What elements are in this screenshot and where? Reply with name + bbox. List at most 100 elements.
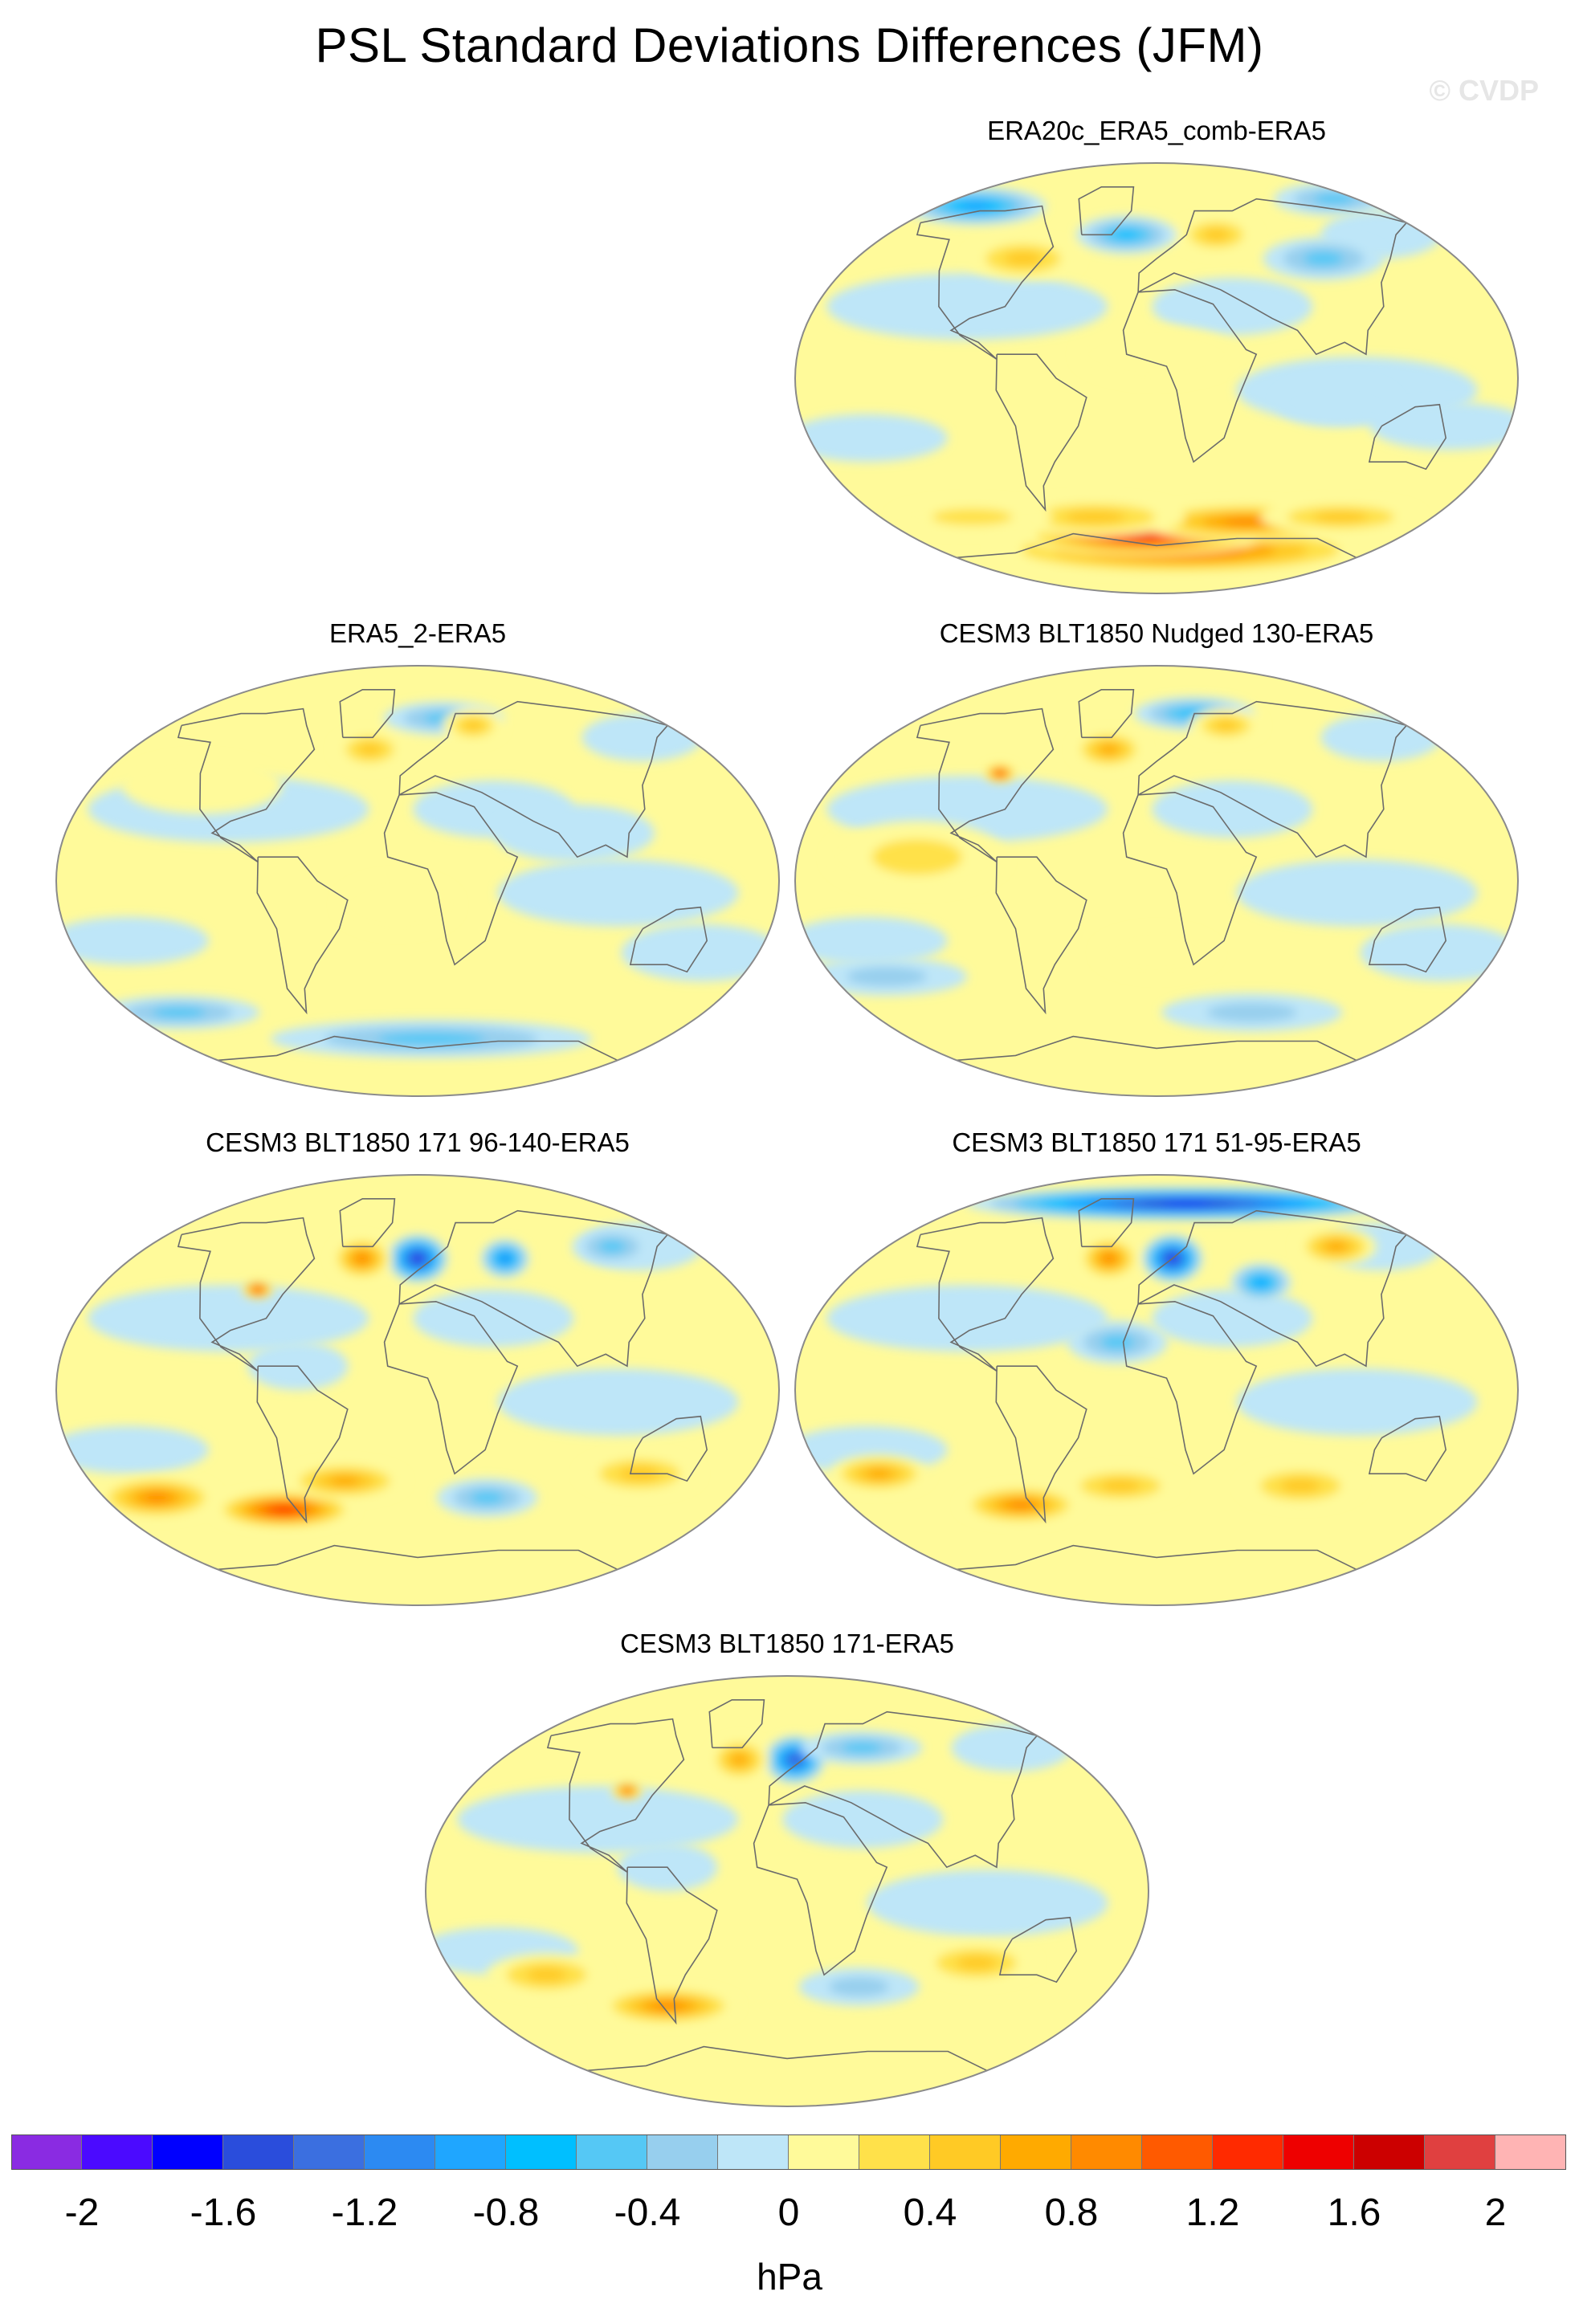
coastline xyxy=(1137,1209,1408,1368)
anomaly-contour xyxy=(624,1788,630,1792)
anomaly-contour xyxy=(356,1254,369,1263)
anomaly-contour xyxy=(1100,1335,1135,1350)
coastline xyxy=(995,353,1087,512)
map-171-51-95 xyxy=(794,1174,1519,1606)
coastline xyxy=(587,2045,988,2072)
colorbar-tick-label: -1.2 xyxy=(331,2191,398,2234)
anomaly-contour xyxy=(121,756,283,814)
colorbar-tick-label: 0 xyxy=(777,2191,800,2234)
coastline xyxy=(256,1365,349,1524)
colorbar-swatch xyxy=(223,2134,294,2170)
colorbar-units: hPa xyxy=(757,2256,822,2297)
anomaly-contour xyxy=(329,1476,361,1486)
colorbar-tick-label: 0.4 xyxy=(903,2191,957,2234)
anomaly-contour xyxy=(791,1756,799,1763)
map-band xyxy=(1152,780,1313,838)
anomaly-contour xyxy=(842,1742,883,1754)
anomaly-contour xyxy=(829,1977,890,1997)
map-band xyxy=(56,916,209,965)
coastline xyxy=(626,1866,718,2025)
colorbar-tick-label: 2 xyxy=(1484,2191,1507,2234)
panel-171: CESM3 BLT1850 171-ERA5 xyxy=(418,1629,1157,2126)
colorbar-swatch xyxy=(153,2134,223,2170)
map-171-96-140 xyxy=(55,1174,780,1606)
coastline xyxy=(546,1718,685,1873)
anomaly-contour xyxy=(1065,510,1126,524)
coastline xyxy=(1137,700,1408,858)
map-border xyxy=(425,1675,1149,2107)
colorbar-tick-label: -2 xyxy=(64,2191,100,2234)
coastline xyxy=(218,1544,618,1571)
coastline xyxy=(1122,1300,1258,1475)
anomaly-contour xyxy=(493,804,655,862)
map-band xyxy=(826,1284,1108,1352)
panel-title: CESM3 BLT1850 Nudged 130-ERA5 xyxy=(939,618,1374,648)
colorbar-swatch xyxy=(859,2134,930,2170)
coastline xyxy=(629,1415,708,1482)
anomaly-contour xyxy=(732,1754,748,1765)
anomaly-contour xyxy=(1326,1242,1347,1252)
coastline xyxy=(339,689,396,739)
coastline xyxy=(383,791,519,966)
colorbar-swatch xyxy=(577,2134,647,2170)
figure-title: PSL Standard Deviations Differences (JFM… xyxy=(315,18,1264,72)
anomaly-contour xyxy=(1100,744,1118,755)
map-band xyxy=(782,1790,944,1849)
coastline xyxy=(957,1544,1357,1571)
anomaly-contour xyxy=(414,1255,422,1262)
map-band xyxy=(1320,713,1442,762)
coastline xyxy=(1368,906,1447,973)
colorbar-swatch xyxy=(1071,2134,1142,2170)
colorbar-swatch xyxy=(1495,2134,1566,2170)
panel-nudged-130: CESM3 BLT1850 Nudged 130-ERA5 xyxy=(787,618,1526,1116)
panel-era20c-era5-comb: ERA20c_ERA5_comb-ERA5 xyxy=(787,116,1526,614)
coastline xyxy=(995,1365,1087,1524)
anomaly-contour xyxy=(961,202,990,210)
colorbar-swatch xyxy=(789,2134,859,2170)
map-border xyxy=(794,162,1519,594)
anomaly-contour xyxy=(470,1491,504,1504)
coastline xyxy=(339,1198,396,1248)
anomaly-contour xyxy=(145,1493,169,1502)
colorbar-swatch xyxy=(1142,2134,1213,2170)
anomaly-contour xyxy=(1303,251,1344,267)
coastline xyxy=(256,856,349,1015)
anomaly-contour xyxy=(598,1240,626,1254)
coastline xyxy=(398,700,669,858)
anomaly-contour xyxy=(621,923,779,982)
anomaly-contour xyxy=(866,1469,892,1479)
anomaly-contour xyxy=(1255,1278,1267,1286)
panel-title: CESM3 BLT1850 171 51-95-ERA5 xyxy=(952,1127,1361,1157)
colorbar-tick-label: 0.8 xyxy=(1044,2191,1099,2234)
colorbar-tick-label: -1.6 xyxy=(190,2191,257,2234)
colorbar-swatch xyxy=(506,2134,577,2170)
coastline xyxy=(957,1035,1357,1062)
coastline xyxy=(218,1035,618,1062)
anomaly-contour xyxy=(1314,511,1368,523)
coastline xyxy=(995,856,1087,1015)
coastline xyxy=(1078,186,1135,236)
anomaly-contour xyxy=(357,743,382,756)
coastline xyxy=(708,1699,765,1749)
anomaly-contour xyxy=(1004,251,1042,267)
anomaly-contour xyxy=(337,876,459,934)
anomaly-contour xyxy=(255,1288,260,1291)
map-field xyxy=(795,666,1518,1096)
colorbar-swatch xyxy=(1001,2134,1071,2170)
anomaly-contour xyxy=(500,1255,509,1262)
coastline xyxy=(1368,1415,1447,1482)
anomaly-contour xyxy=(377,1032,485,1046)
anomaly-contour xyxy=(526,1967,567,1983)
map-era20c-era5-comb xyxy=(794,162,1519,594)
map-band xyxy=(951,1723,1072,1772)
colorbar-swatch xyxy=(647,2134,718,2170)
anomaly-contour xyxy=(1275,378,1397,426)
coastline xyxy=(916,205,1055,360)
anomaly-contour xyxy=(152,1006,206,1018)
colorbar-swatch xyxy=(294,2134,365,2170)
map-band xyxy=(56,1425,209,1474)
anomaly-contour xyxy=(1161,1201,1211,1206)
coastline xyxy=(177,1217,316,1372)
coastline xyxy=(177,707,316,862)
panel-era5-2: ERA5_2-ERA5 xyxy=(48,618,787,1116)
